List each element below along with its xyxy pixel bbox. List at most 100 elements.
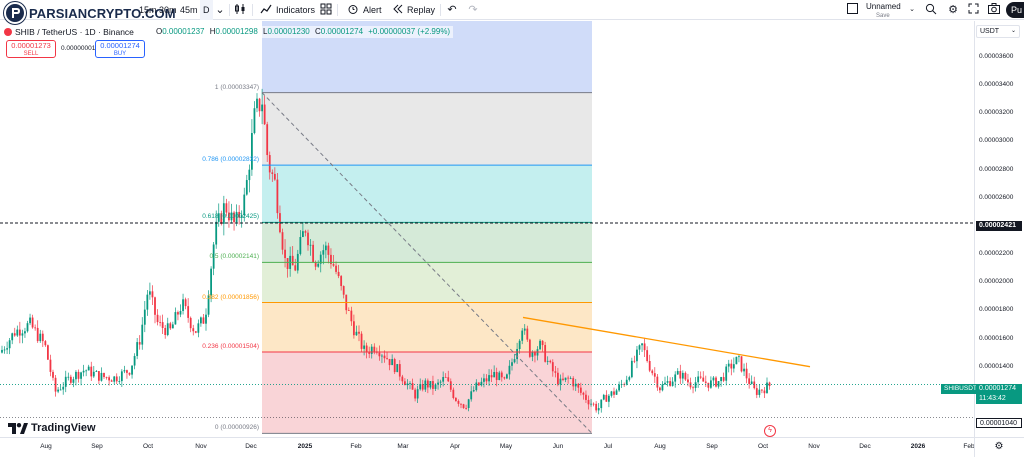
layout-save-status[interactable]: Save (876, 13, 890, 19)
candle-body (240, 215, 243, 218)
chevron-down-icon[interactable]: ⌄ (909, 6, 915, 13)
time-axis[interactable]: Aug Sep Oct Nov Dec 2025 Feb Mar Apr May Jun Jul Aug… (0, 437, 975, 457)
candle-body (105, 376, 108, 378)
candle-body (322, 250, 325, 255)
candle-body (740, 356, 743, 372)
sell-label: SELL (23, 51, 39, 57)
candle-body (194, 331, 197, 333)
redo-icon[interactable]: ↷ (468, 4, 478, 16)
candle-body (564, 377, 567, 380)
symbol-title-text[interactable]: SHIB / TetherUS · 1D · Binance (15, 27, 134, 37)
templates-icon[interactable] (319, 3, 333, 17)
alert-button[interactable]: Alert (363, 5, 382, 15)
candle-body (171, 324, 174, 329)
indicators-icon[interactable] (259, 3, 273, 17)
alert-icon[interactable] (346, 3, 360, 17)
candle-body (633, 360, 636, 362)
time-tick-label: May (499, 443, 513, 450)
candle-body (630, 360, 633, 378)
candle-body (233, 212, 235, 223)
candle-body (319, 254, 322, 264)
candle-body (16, 329, 19, 336)
camera-icon[interactable] (987, 3, 1001, 17)
candle-body (179, 310, 182, 315)
candle-body (613, 391, 615, 395)
resistance-trendline[interactable] (522, 316, 811, 368)
candle-body (212, 244, 215, 269)
time-tick-label: Aug (654, 443, 666, 450)
candle-body (664, 382, 666, 385)
currency-selector[interactable]: USDT ⌄ (976, 25, 1020, 38)
candle-body (90, 366, 93, 377)
timeframe-30m[interactable]: 30m (159, 5, 177, 15)
fib-trend-line[interactable] (261, 92, 593, 434)
timeframe-45m[interactable]: 45m (180, 5, 198, 15)
candle-body (207, 295, 210, 315)
tradingview-logo[interactable]: TradingView (8, 421, 96, 435)
candle-body (597, 408, 600, 411)
candle-body (625, 379, 628, 385)
price-tick-label: 0.00003000 (979, 137, 1014, 145)
candle-body (661, 384, 664, 391)
buy-button[interactable]: 0.00001274 BUY (95, 40, 145, 58)
candle-body (475, 382, 478, 391)
timeframe-15m[interactable]: 15m (139, 5, 157, 15)
candle-body (62, 386, 65, 390)
time-tick-label: 2026 (910, 443, 926, 450)
candle-body (189, 317, 192, 329)
candle-body (687, 379, 689, 383)
candle-body (546, 360, 549, 362)
settings-icon[interactable]: ⚙ (948, 4, 958, 16)
candle-body (217, 213, 220, 222)
gear-icon[interactable]: ⚙ (994, 441, 1004, 452)
candle-body (251, 133, 253, 170)
layout-icon[interactable] (845, 3, 859, 17)
candle-type-icon[interactable] (233, 3, 247, 17)
candle-body (103, 372, 105, 377)
candle-body (347, 310, 350, 311)
fib-level-label: 0.618 (0.00002425) (202, 213, 259, 221)
candle-body (312, 244, 314, 263)
candle-body (210, 268, 212, 296)
candle-body (569, 378, 572, 379)
chevron-down-icon[interactable]: ⌄ (215, 4, 225, 16)
candle-body (738, 356, 740, 358)
sell-button[interactable]: 0.00001273 SELL (6, 40, 56, 58)
candle-body (717, 381, 720, 387)
candle-body (585, 394, 587, 400)
price-chart[interactable] (0, 21, 974, 437)
candle-body (324, 245, 327, 251)
fullscreen-icon[interactable] (966, 3, 980, 17)
chevron-down-icon: ⌄ (1010, 28, 1016, 34)
candle-body (276, 179, 279, 214)
candle-body (656, 376, 659, 388)
price-tick-label: 0.00001800 (979, 306, 1014, 314)
candle-body (416, 389, 419, 399)
candle-body (506, 374, 508, 379)
fib-level-label: 0.382 (0.00001856) (202, 293, 259, 301)
candle-body (628, 377, 631, 380)
lightning-event-icon[interactable]: ϟ (764, 425, 776, 437)
candle-body (465, 407, 467, 409)
replay-icon[interactable] (391, 3, 405, 17)
indicators-button[interactable]: Indicators (276, 5, 316, 15)
quick-search-icon[interactable] (924, 3, 938, 17)
symbol-title[interactable]: SHIB / TetherUS · 1D · Binance (4, 26, 134, 38)
timeframe-1d[interactable]: D (200, 0, 213, 20)
candle-body (85, 370, 88, 372)
close-label: C (314, 27, 321, 36)
candle-body (689, 382, 692, 388)
undo-icon[interactable]: ↶ (447, 4, 457, 16)
publish-button[interactable]: Pu (1006, 2, 1024, 18)
candle-body (590, 403, 592, 405)
candle-body (365, 345, 368, 353)
candle-body (8, 340, 11, 349)
candle-body (100, 372, 103, 381)
candle-body (549, 360, 552, 363)
layout-name[interactable]: Unnamed (866, 2, 901, 11)
candle-body (483, 378, 485, 382)
candle-body (434, 384, 437, 389)
candle-body (26, 323, 29, 332)
replay-button[interactable]: Replay (407, 5, 436, 15)
candle-body (470, 391, 473, 400)
